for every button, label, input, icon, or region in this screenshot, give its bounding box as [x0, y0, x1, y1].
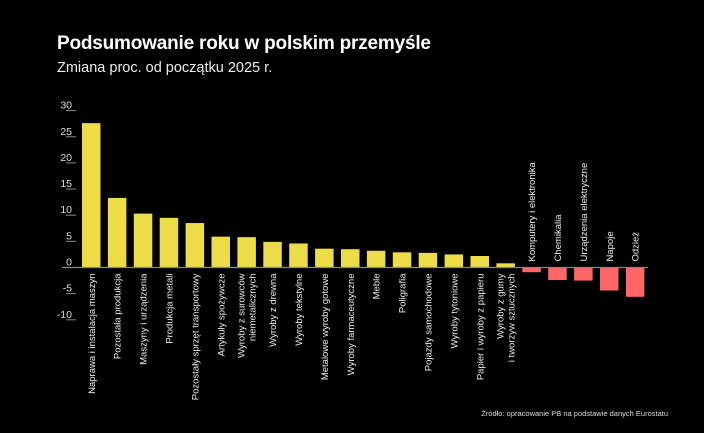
bar — [341, 249, 360, 268]
category-label: Metalowe wyroby gotowe — [320, 274, 331, 381]
chart-subtitle: Zmiana proc. od początku 2025 r. — [57, 60, 273, 76]
category-label: Meble — [372, 274, 383, 300]
bar — [263, 241, 282, 268]
category-label: Odzież — [631, 232, 642, 262]
bar — [470, 255, 489, 268]
category-label: Wyroby tekstylne — [294, 274, 305, 346]
category-label: Urządzenia elektryczne — [579, 163, 590, 262]
bar — [600, 267, 619, 291]
category-label: Papier i wyroby z papieru — [475, 274, 486, 381]
y-tick-label: 30 — [60, 100, 72, 112]
bar — [82, 123, 101, 268]
bar — [159, 217, 179, 268]
category-label: Maszyny i urządzenia — [139, 273, 150, 365]
bar — [522, 267, 541, 273]
category-label: Wyroby farmaceutyczne — [346, 274, 357, 376]
category-label: Wyroby z surowcówniemetalicznych — [237, 273, 259, 358]
y-tick-label: -10 — [57, 309, 72, 321]
category-label: Produkcja metali — [164, 274, 175, 344]
bar — [574, 267, 593, 281]
bar — [211, 236, 230, 268]
y-tick-label: 20 — [60, 152, 72, 164]
y-tick-label: 0 — [66, 257, 72, 269]
category-label: Wyroby z gumyi tworzyw sztucznych — [496, 273, 518, 362]
category-label: Pozostały sprzęt transportowy — [190, 273, 201, 400]
bar — [366, 250, 386, 268]
category-label: Wyroby z drewna — [268, 273, 279, 347]
bar — [496, 263, 515, 268]
bar — [625, 267, 645, 297]
bar — [418, 252, 438, 268]
bar — [185, 223, 205, 268]
bar — [289, 243, 308, 268]
bar — [444, 254, 464, 268]
chart-title: Podsumowanie roku w polskim przemyśle — [57, 33, 431, 54]
y-tick-label: 5 — [66, 230, 72, 242]
category-label: Pozostała produkcja — [113, 273, 124, 359]
y-tick-label: 25 — [60, 126, 72, 138]
category-label: Naprawa i instalacja maszyn — [87, 274, 98, 394]
y-tick-label: 15 — [60, 178, 72, 190]
bar — [548, 267, 567, 281]
bar — [392, 252, 412, 268]
category-label: Napoje — [605, 231, 616, 261]
bar — [315, 248, 334, 268]
category-label: Pojazdy samochodowe — [423, 274, 434, 372]
bar — [237, 237, 256, 268]
category-label: Poligrafia — [398, 273, 409, 313]
y-tick-label: 10 — [60, 204, 72, 216]
category-label: Chemikalia — [553, 214, 564, 262]
category-label: Wyroby tytoniowe — [449, 274, 460, 349]
y-tick-label: -5 — [63, 283, 72, 295]
bar — [107, 197, 127, 268]
category-label: Komputery i elektronika — [527, 162, 538, 262]
source-note: Źródło: opracowanie PB na podstawie dany… — [481, 409, 668, 418]
bar — [133, 213, 153, 268]
category-label: Artykuły spożywcze — [216, 274, 227, 357]
